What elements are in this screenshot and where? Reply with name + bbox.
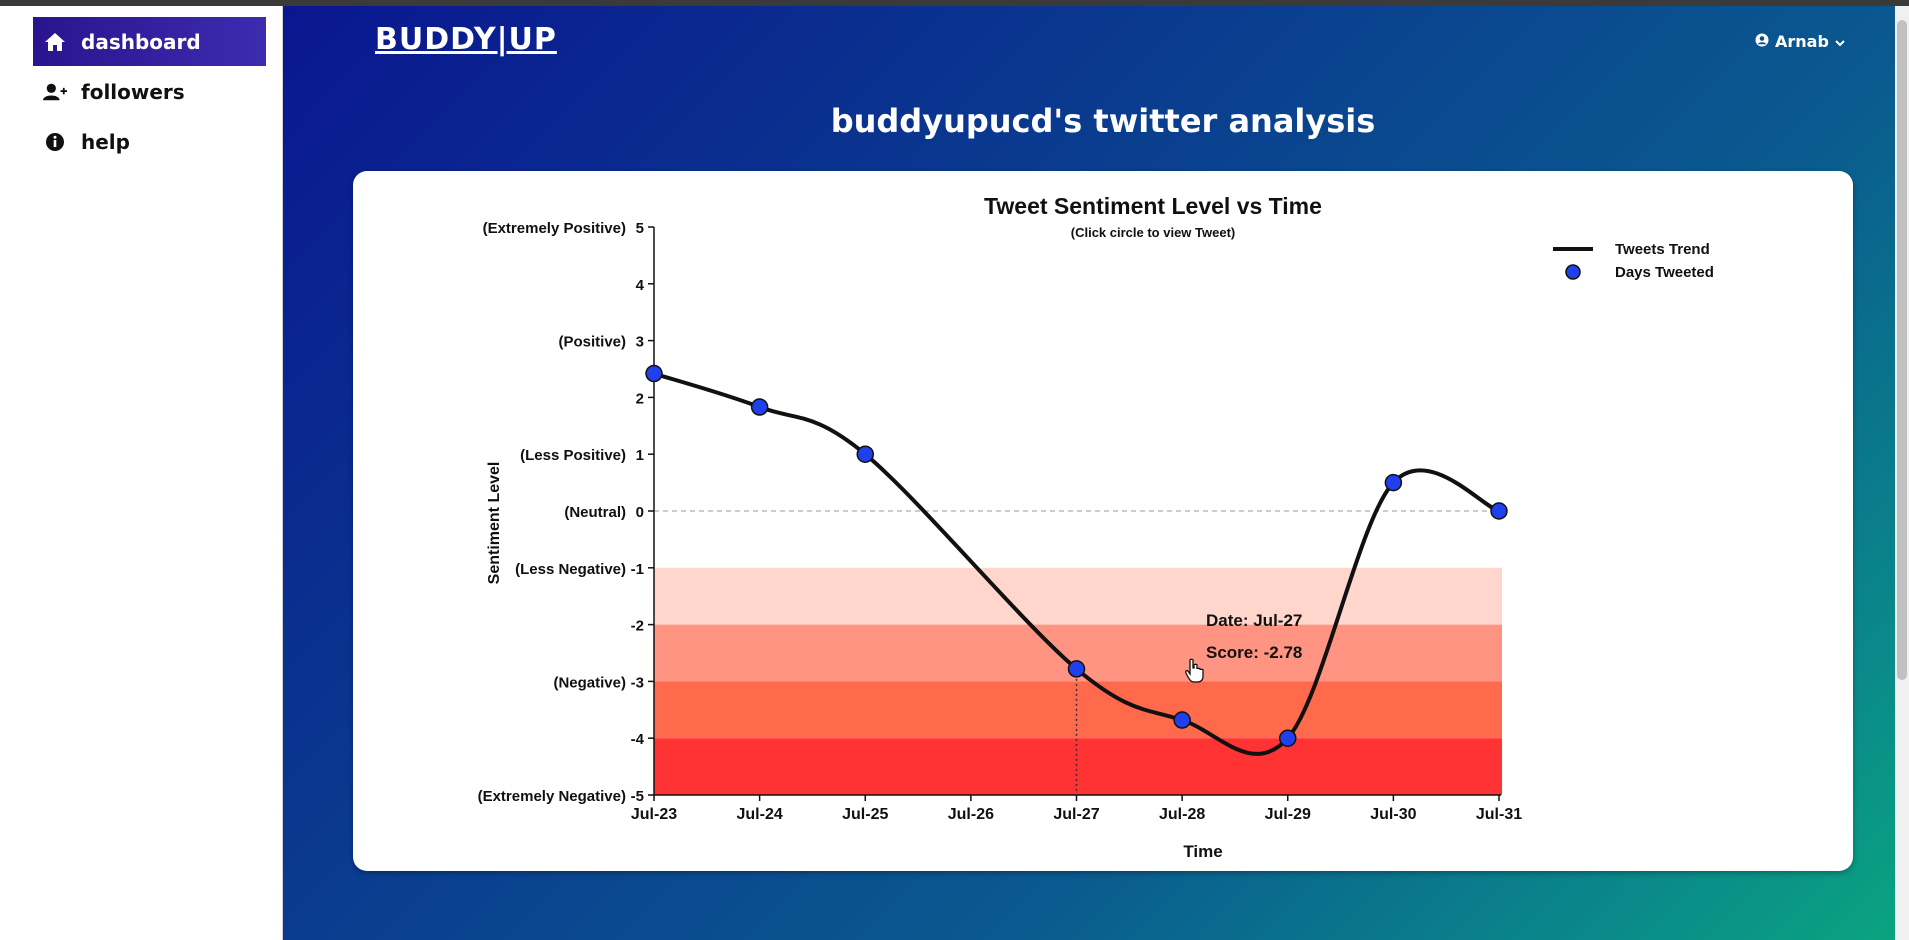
user-plus-icon	[43, 80, 67, 104]
x-axis-label: Time	[1183, 842, 1222, 861]
y-level-label: (Extremely Positive)	[483, 220, 626, 237]
y-tick-label: -2	[631, 618, 644, 635]
tweet-day-point[interactable]	[1173, 711, 1191, 729]
y-tick-label: 0	[636, 504, 644, 521]
scrollbar[interactable]	[1895, 6, 1909, 940]
tooltip-date: Date: Jul-27	[1206, 611, 1302, 630]
legend: Tweets Trend Days Tweeted	[1553, 241, 1714, 281]
y-level-label: (Positive)	[558, 334, 626, 351]
tweet-day-point[interactable]	[1384, 473, 1403, 492]
window-top-strip	[0, 0, 1909, 6]
app-logo[interactable]: BUDDY|UP	[375, 22, 557, 57]
sidebar-item-dashboard[interactable]: dashboard	[33, 17, 266, 66]
y-tick-label: 2	[636, 390, 644, 407]
x-tick-label: Jul-24	[737, 806, 783, 823]
home-icon	[43, 30, 67, 54]
x-tick-label: Jul-26	[948, 806, 994, 823]
x-tick-label: Jul-25	[842, 806, 888, 823]
sidebar-item-followers[interactable]: followers	[33, 67, 266, 116]
y-tick-label: 5	[636, 220, 644, 237]
legend-point-swatch	[1565, 264, 1581, 280]
pointer-cursor-icon	[1185, 658, 1204, 683]
x-tick-label: Jul-23	[631, 806, 677, 823]
sidebar: dashboard followers help	[0, 6, 283, 940]
legend-tweets-trend: Tweets Trend	[1615, 241, 1710, 258]
page-title: buddyupucd's twitter analysis	[830, 102, 1376, 140]
x-tick-label: Jul-27	[1053, 806, 1099, 823]
tweet-day-point[interactable]	[856, 445, 874, 463]
tweet-day-point[interactable]	[1279, 729, 1297, 747]
user-name: Arnab	[1775, 32, 1829, 51]
sidebar-item-label: help	[81, 129, 130, 154]
chart-card: 5 (Extremely Positive) 4 3 (Positive) 2 1 (Less…	[353, 171, 1853, 871]
x-tick-label: Jul-29	[1265, 806, 1311, 823]
chevron-down-icon	[1835, 32, 1845, 51]
tweet-day-point[interactable]	[645, 364, 663, 383]
y-axis-label: Sentiment Level	[486, 462, 503, 585]
y-level-label: (Neutral)	[564, 504, 626, 521]
x-tick-label: Jul-28	[1159, 806, 1205, 823]
x-tick-label: Jul-30	[1370, 806, 1416, 823]
info-circle-icon	[43, 130, 67, 154]
user-menu[interactable]: Arnab	[1755, 32, 1845, 51]
y-tick-label: -5	[631, 788, 644, 805]
sidebar-item-help[interactable]: help	[33, 117, 266, 166]
y-tick-label: 3	[636, 334, 644, 351]
tooltip: Date: Jul-27 Score: -2.78	[1206, 611, 1302, 662]
y-tick-label: -1	[631, 561, 644, 578]
y-tick-label: -3	[631, 674, 644, 691]
tweet-day-point[interactable]	[1490, 502, 1508, 520]
x-tick-label: Jul-31	[1476, 806, 1522, 823]
tooltip-score: Score: -2.78	[1206, 643, 1302, 662]
y-level-label: (Less Positive)	[520, 447, 626, 464]
y-tick-label: 1	[636, 447, 644, 464]
user-circle-icon	[1755, 32, 1769, 51]
sentiment-band	[654, 567, 1502, 625]
scrollbar-thumb[interactable]	[1897, 20, 1907, 680]
sidebar-item-label: followers	[81, 79, 185, 104]
legend-days-tweeted: Days Tweeted	[1615, 264, 1714, 281]
y-level-label: (Extremely Negative)	[478, 788, 626, 805]
tweets-trend-line	[653, 371, 1500, 756]
sidebar-item-label: dashboard	[81, 29, 201, 54]
y-tick-label: 4	[636, 277, 645, 294]
sentiment-band	[654, 681, 1502, 739]
tweet-day-point[interactable]	[1067, 660, 1086, 678]
sentiment-chart: 5 (Extremely Positive) 4 3 (Positive) 2 1 (Less…	[478, 193, 1714, 861]
y-tick-label: -4	[631, 731, 645, 748]
main-area: BUDDY|UP Arnab buddyupucd's twitter anal…	[283, 6, 1909, 940]
tweet-day-point[interactable]	[750, 398, 769, 416]
y-level-label: (Negative)	[553, 674, 626, 691]
sentiment-band	[654, 738, 1502, 795]
chart-subtitle: (Click circle to view Tweet)	[1071, 225, 1235, 240]
y-level-label: (Less Negative)	[515, 561, 626, 578]
chart-title: Tweet Sentiment Level vs Time	[984, 193, 1322, 219]
